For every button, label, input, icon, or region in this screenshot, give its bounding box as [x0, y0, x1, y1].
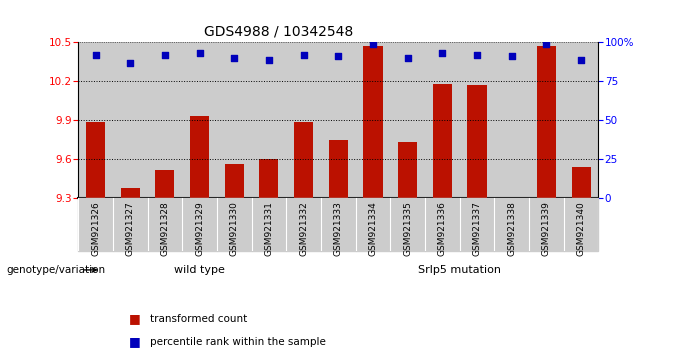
Bar	[78, 198, 113, 251]
Text: GSM921326: GSM921326	[91, 201, 100, 256]
Bar	[398, 142, 418, 198]
Bar	[259, 159, 279, 198]
Bar	[564, 198, 598, 251]
Text: GSM921327: GSM921327	[126, 201, 135, 256]
Point	[471, 52, 482, 58]
Point	[263, 57, 274, 62]
Bar	[425, 42, 460, 198]
Bar	[460, 198, 494, 251]
Bar	[217, 42, 252, 198]
Bar	[494, 42, 529, 198]
Point	[402, 55, 413, 61]
Bar	[460, 42, 494, 198]
Text: percentile rank within the sample: percentile rank within the sample	[150, 337, 326, 347]
Bar	[363, 46, 383, 198]
Text: GSM921337: GSM921337	[473, 201, 481, 256]
Text: GSM921335: GSM921335	[403, 201, 412, 256]
Bar	[252, 42, 286, 198]
Bar	[120, 188, 140, 198]
Text: Srlp5 mutation: Srlp5 mutation	[418, 265, 501, 275]
Text: GSM921340: GSM921340	[577, 201, 585, 256]
Bar	[356, 42, 390, 198]
Bar	[425, 198, 460, 251]
Bar	[148, 198, 182, 251]
Bar	[113, 198, 148, 251]
Text: GSM921334: GSM921334	[369, 201, 377, 256]
Bar	[148, 42, 182, 198]
Bar	[432, 84, 452, 198]
Bar	[294, 122, 313, 198]
Text: ■: ■	[129, 312, 141, 325]
Text: genotype/variation: genotype/variation	[7, 265, 106, 275]
Bar	[252, 198, 286, 251]
Text: GSM921338: GSM921338	[507, 201, 516, 256]
Bar	[78, 42, 113, 198]
Bar	[328, 140, 348, 198]
Point	[541, 41, 551, 47]
Point	[159, 52, 170, 58]
Point	[124, 60, 135, 65]
Bar	[155, 170, 175, 198]
Bar	[113, 42, 148, 198]
Text: GSM921333: GSM921333	[334, 201, 343, 256]
Point	[333, 54, 343, 59]
Bar	[286, 198, 321, 251]
Bar	[390, 42, 425, 198]
Bar	[217, 198, 252, 251]
Text: GSM921330: GSM921330	[230, 201, 239, 256]
Text: GSM921331: GSM921331	[265, 201, 273, 256]
Bar	[321, 198, 356, 251]
Bar	[564, 42, 598, 198]
Text: transformed count: transformed count	[150, 314, 247, 324]
Text: GSM921339: GSM921339	[542, 201, 551, 256]
Bar	[356, 198, 390, 251]
Bar	[390, 198, 425, 251]
Text: ■: ■	[129, 335, 141, 348]
Bar	[190, 116, 209, 198]
Bar	[529, 42, 564, 198]
Bar	[571, 167, 591, 198]
Bar	[494, 198, 529, 251]
Text: GDS4988 / 10342548: GDS4988 / 10342548	[204, 25, 353, 39]
Text: GSM921336: GSM921336	[438, 201, 447, 256]
Bar	[182, 198, 217, 251]
Point	[575, 57, 586, 62]
Bar	[537, 46, 556, 198]
Bar	[286, 42, 321, 198]
Point	[90, 52, 101, 58]
Bar	[467, 85, 487, 198]
Point	[194, 51, 205, 56]
Bar	[529, 198, 564, 251]
Text: GSM921332: GSM921332	[299, 201, 308, 256]
Text: GSM921328: GSM921328	[160, 201, 169, 256]
Point	[367, 41, 378, 47]
Point	[506, 54, 517, 59]
Point	[437, 51, 447, 56]
Text: wild type: wild type	[174, 265, 225, 275]
Point	[298, 52, 309, 58]
Bar	[224, 165, 244, 198]
Bar	[321, 42, 356, 198]
Text: GSM921329: GSM921329	[195, 201, 204, 256]
Bar	[86, 122, 105, 198]
Point	[228, 55, 239, 61]
Bar	[182, 42, 217, 198]
